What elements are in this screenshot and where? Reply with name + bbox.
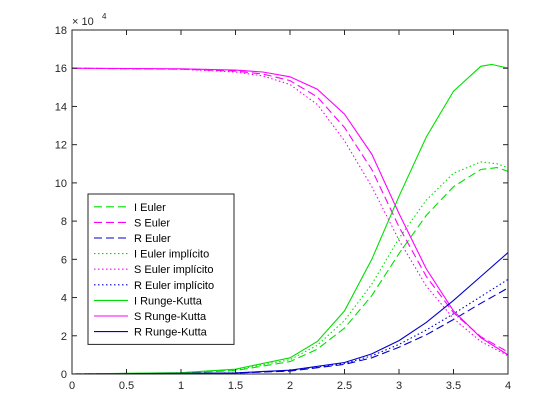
x-tick-label: 3.5 (446, 380, 461, 392)
x-tick-label: 0 (69, 380, 75, 392)
series-line-2 (71, 287, 509, 375)
y-tick-label: 0 (61, 369, 67, 381)
x-tick-label: 2 (287, 380, 293, 392)
y-exponent-power: 4 (102, 12, 107, 21)
legend-entry: R Euler implícito (134, 280, 214, 292)
y-tick-label: 8 (61, 216, 67, 228)
x-tick-label: 0.5 (119, 380, 134, 392)
legend-entry: I Euler implícito (134, 249, 209, 261)
y-tick-label: 16 (55, 63, 67, 75)
x-tick-label: 4 (505, 380, 511, 392)
y-exponent-base: × 10 (72, 16, 94, 28)
legend-entry: R Euler (134, 233, 171, 245)
legend-entry: S Runge-Kutta (134, 311, 207, 323)
series-line-3 (71, 161, 509, 375)
y-tick-label: 2 (61, 331, 67, 343)
legend-entry: I Euler (134, 202, 166, 214)
legend-entry: S Euler implícito (134, 264, 213, 276)
y-tick-label: 10 (55, 178, 67, 190)
x-tick-label: 1 (178, 380, 184, 392)
legend-entry: I Runge-Kutta (134, 295, 203, 307)
x-tick-label: 2.5 (337, 380, 352, 392)
x-tick-label: 1.5 (228, 380, 243, 392)
series-line-4 (71, 67, 509, 357)
y-exponent-label: × 10 4 (72, 12, 107, 28)
x-tick-label: 3 (396, 380, 402, 392)
series-line-7 (71, 67, 509, 356)
ticks-layer: 0 0.5 1 1.5 2 2.5 3 3.5 4 0 2 4 6 8 10 12 14 16 18 (55, 25, 511, 392)
series-line-1 (71, 67, 509, 353)
legend-entry: R Runge-Kutta (134, 327, 208, 339)
legend: I Euler S Euler R Euler I Euler implícito S … (87, 193, 235, 345)
y-tick-label: 18 (55, 25, 67, 37)
y-tick-label: 6 (61, 254, 67, 266)
y-tick-label: 4 (61, 293, 67, 305)
legend-box (87, 193, 235, 345)
legend-entry: S Euler (134, 217, 170, 229)
y-tick-label: 14 (55, 101, 67, 113)
series-line-5 (71, 278, 509, 375)
series-line-8 (71, 252, 509, 375)
y-tick-label: 12 (55, 140, 67, 152)
